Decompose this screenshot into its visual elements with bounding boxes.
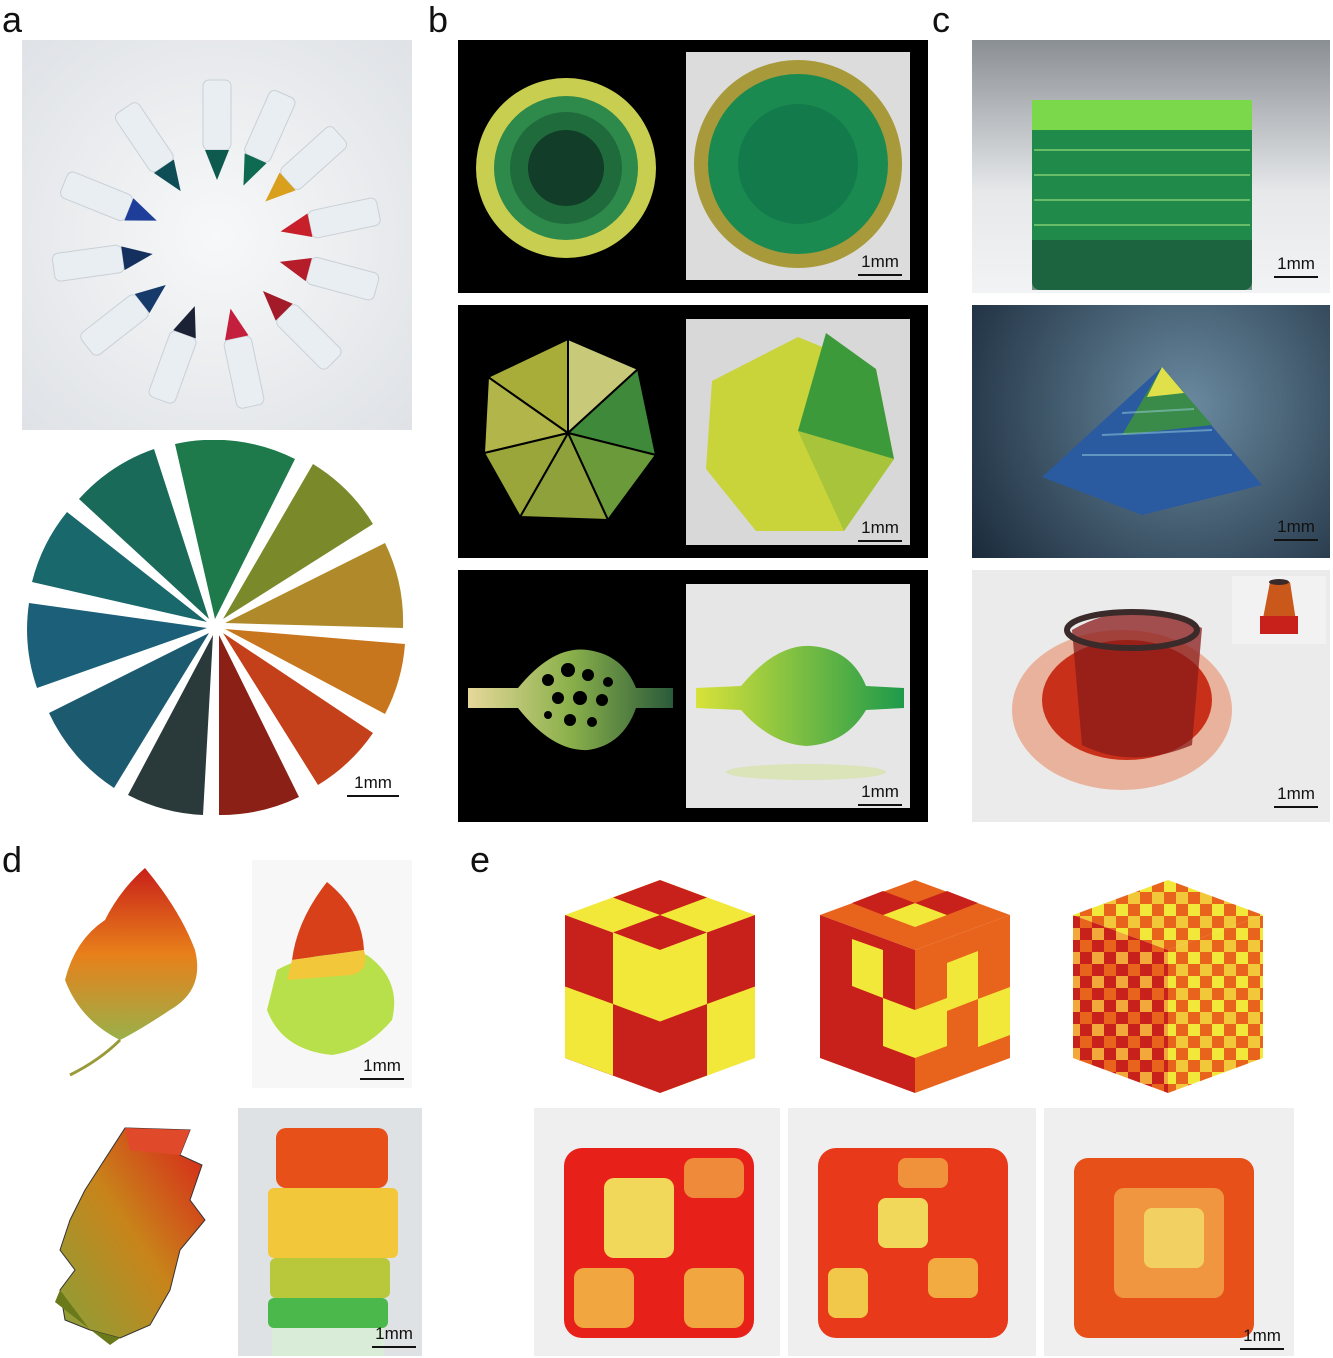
panel-label-e: e xyxy=(470,839,491,880)
heptagon-design xyxy=(482,337,658,522)
panel-label-b: b xyxy=(428,0,449,40)
cube-photo-3: 1mm xyxy=(1044,1108,1294,1356)
pyramid-photo: 1mm xyxy=(972,305,1330,558)
vessel-design xyxy=(468,649,673,751)
leaf-3d-drawing xyxy=(30,1110,220,1350)
scale-bar-d2: 1mm xyxy=(372,1324,416,1348)
circle-design xyxy=(476,78,656,258)
tube-wheel-photo xyxy=(22,40,412,430)
cube-photo-1 xyxy=(534,1108,780,1356)
vase-photo: 1mm xyxy=(972,570,1330,822)
vase-inset xyxy=(1232,576,1326,644)
cube-design-2 xyxy=(815,880,1015,1095)
scale-bar-c3: 1mm xyxy=(1274,784,1318,808)
leaf-photo: 1mm xyxy=(252,860,412,1088)
vessel-row: 1mm xyxy=(458,570,928,822)
pie-slices-photo: 1mm xyxy=(22,440,412,820)
heptagon-photo: 1mm xyxy=(686,319,910,545)
cube-photo-2 xyxy=(788,1108,1036,1356)
circle-row: 1mm xyxy=(458,40,928,293)
scale-bar-c1: 1mm xyxy=(1274,254,1318,278)
leaf-stack-photo: 1mm xyxy=(238,1108,422,1356)
panel-label-a: a xyxy=(2,0,23,40)
scale-bar-c2: 1mm xyxy=(1274,517,1318,541)
vessel-photo: 1mm xyxy=(686,584,910,808)
scale-bar-d1: 1mm xyxy=(360,1056,404,1080)
scale-bar-b2: 1mm xyxy=(858,518,902,542)
panel-label-d: d xyxy=(2,839,23,880)
circle-photo: 1mm xyxy=(686,52,910,280)
heptagon-row: 1mm xyxy=(458,305,928,558)
cube-design-1 xyxy=(560,880,760,1095)
cube-design-3 xyxy=(1068,880,1268,1095)
scale-bar-b1: 1mm xyxy=(858,252,902,276)
stack-photo: 1mm xyxy=(972,40,1330,293)
panel-label-c: c xyxy=(932,0,950,40)
scale-bar-b3: 1mm xyxy=(858,782,902,806)
leaf-drawing xyxy=(50,860,210,1080)
scale-bar-e: 1mm xyxy=(1240,1326,1284,1350)
scale-bar-a: 1mm xyxy=(347,773,399,797)
